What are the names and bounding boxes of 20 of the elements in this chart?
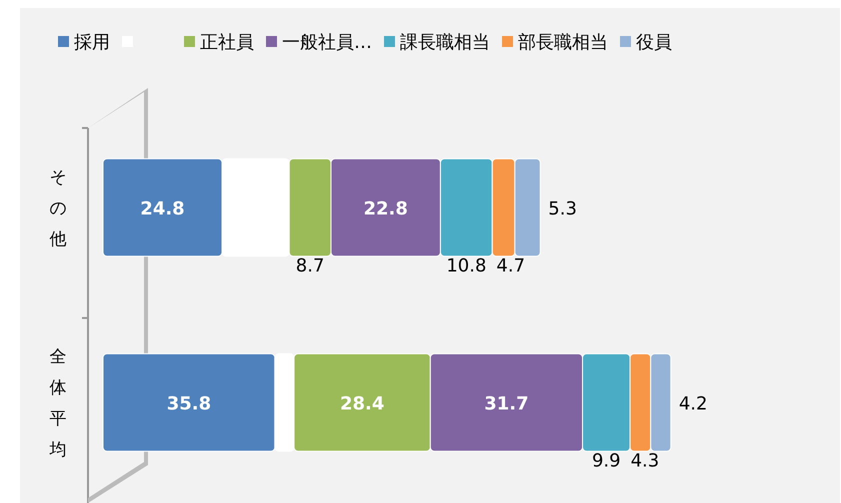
data-label: 4.3: [630, 450, 660, 472]
data-label: 10.8: [446, 255, 486, 276]
y-tick-label: その他: [50, 168, 66, 250]
data-label: 9.9: [592, 450, 621, 472]
legend-label: 採用: [74, 32, 110, 53]
data-label: 28.4: [340, 394, 384, 414]
data-label: 31.7: [484, 394, 529, 414]
data-label: 35.8: [166, 394, 212, 414]
legend-label: 正社員: [200, 32, 254, 53]
data-label: 5.3: [548, 198, 577, 220]
legend-label: 一般社員…: [282, 32, 372, 53]
data-label: 22.8: [364, 198, 408, 220]
legend-label: 役員: [636, 32, 672, 53]
data-label: 24.8: [140, 198, 185, 220]
data-label: 4.2: [678, 394, 708, 414]
data-label: 4.7: [496, 255, 526, 276]
data-label: 8.7: [296, 255, 324, 276]
y-tick-label: 全体平均: [48, 347, 66, 460]
legend-label: 課長職相当: [400, 32, 490, 53]
legend-label: 部長職相当: [518, 32, 608, 53]
